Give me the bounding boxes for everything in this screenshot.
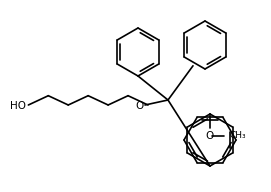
Text: O: O [136,101,144,111]
Text: O: O [206,131,214,141]
Text: HO: HO [10,101,26,111]
Text: CH₃: CH₃ [230,132,247,141]
